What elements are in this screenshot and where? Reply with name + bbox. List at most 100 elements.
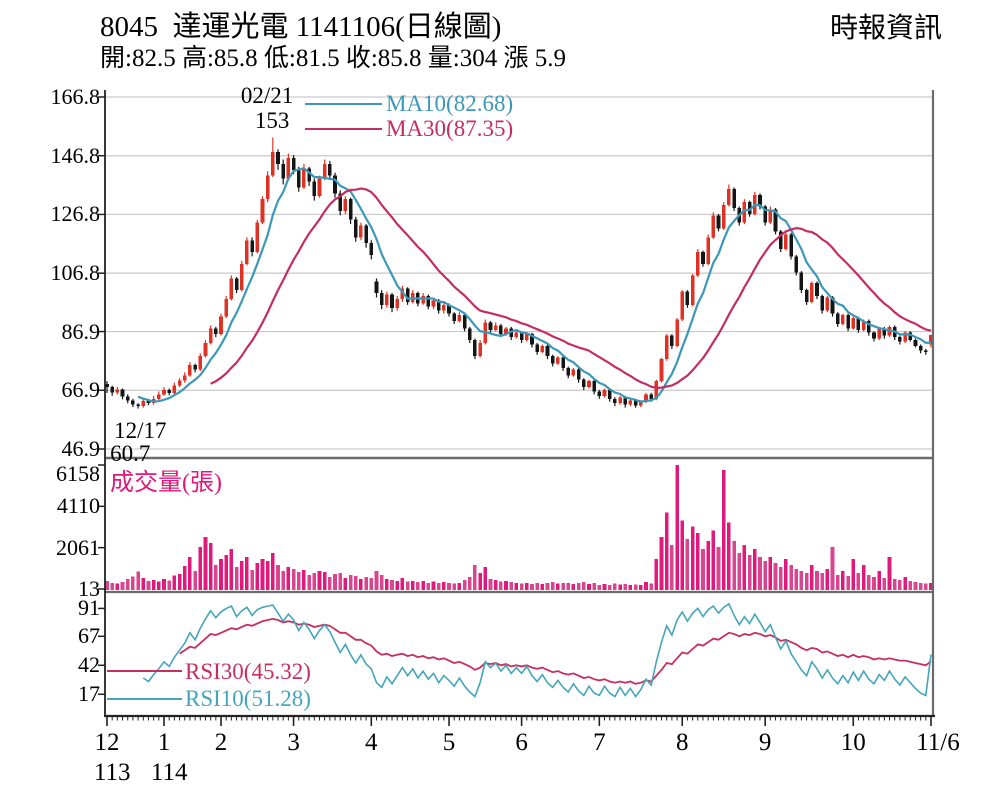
candle-body (918, 345, 923, 351)
volume-bar (685, 538, 690, 590)
rsi-tick-label: 17 (78, 681, 100, 707)
candle-body (499, 325, 503, 335)
candle-body (581, 379, 586, 388)
volume-bar (136, 571, 140, 590)
volume-bar (410, 580, 415, 590)
volume-bar (773, 563, 778, 590)
volume-bar (416, 582, 420, 590)
volume-bar (312, 573, 317, 590)
volume-bar (348, 575, 353, 590)
candle-body (302, 168, 306, 188)
candle-body (732, 188, 736, 208)
volume-bar (597, 584, 602, 590)
year-label: 114 (150, 759, 188, 786)
volume-bar (861, 565, 866, 590)
candle-body (841, 315, 845, 324)
volume-bar (545, 583, 550, 590)
volume-bar (872, 577, 876, 590)
volume-bar (613, 583, 617, 590)
volume-bar (105, 580, 109, 590)
candle-body (856, 318, 861, 330)
volume-bar (877, 571, 881, 590)
volume-bar (359, 579, 363, 590)
candle-body (105, 384, 109, 388)
candle-body (488, 322, 493, 330)
candle-body (607, 389, 612, 399)
candle-body (385, 294, 389, 305)
annotation-peak-date: 02/21 (240, 83, 294, 108)
candle-body (789, 234, 793, 257)
volume-bar (473, 565, 477, 590)
candle-body (519, 332, 524, 341)
volume-bar (747, 554, 752, 590)
volume-bar (913, 582, 918, 590)
candle-body (618, 397, 622, 404)
volume-bar (141, 577, 146, 590)
volume-bar (623, 584, 628, 590)
candle-body (177, 380, 182, 386)
volume-bar (835, 575, 840, 590)
rsi30-legend: RSI30(45.32) (185, 659, 311, 684)
volume-bar (509, 582, 514, 590)
candle-body (727, 188, 731, 206)
candle-body (654, 381, 659, 399)
candle-body (758, 194, 762, 207)
quote-line: 開:82.5 高:85.8 低:81.5 收:85.8 量:304 漲 5.9 (100, 45, 566, 72)
volume-bar (208, 542, 213, 590)
candle-body (571, 369, 576, 376)
candle-body (405, 288, 410, 302)
volume-bar (701, 548, 705, 590)
candle-body (680, 291, 685, 320)
volume-bar (535, 582, 539, 590)
candle-body (188, 365, 192, 376)
volume-bar (271, 552, 275, 590)
candle-body (291, 158, 296, 170)
candle-body (229, 278, 234, 299)
volume-bar (711, 530, 716, 590)
volume-bar (333, 574, 337, 590)
candle-body (716, 215, 721, 229)
price-tick-label: 126.8 (50, 201, 101, 227)
month-label: 4 (365, 729, 378, 756)
volume-bar (276, 565, 280, 590)
volume-bar (846, 576, 850, 590)
volume-bar (514, 583, 519, 590)
candle-body (903, 332, 907, 342)
candle-body (421, 296, 425, 304)
candle-body (125, 396, 130, 401)
volume-bar (763, 561, 767, 590)
candle-body (587, 381, 591, 388)
volume-bar (245, 556, 249, 590)
candle-body (473, 340, 477, 357)
volume-bar (882, 578, 887, 590)
volume-bar (794, 569, 799, 590)
volume-bar (561, 582, 565, 590)
volume-bar (830, 546, 835, 590)
price-tick-label: 146.8 (50, 142, 101, 168)
month-label: 11/6 (916, 729, 960, 756)
candle-body (353, 219, 358, 238)
ma30-legend: MA30(87.35) (386, 116, 514, 141)
volume-bar (177, 574, 182, 590)
candle-body (825, 297, 830, 311)
candle-body (550, 356, 555, 364)
candle-body (861, 321, 866, 330)
candle-body (835, 313, 840, 324)
volume-bar (203, 536, 208, 590)
volume-bar (436, 583, 441, 590)
volume-panel-label: 成交量(張) (110, 470, 222, 496)
volume-bar (587, 584, 591, 590)
candle-body (359, 225, 363, 238)
candle-body (504, 328, 508, 335)
volume-bar (219, 558, 223, 590)
candle-body (778, 231, 783, 250)
volume-tick-label: 6158 (56, 461, 100, 486)
annotation-low-date: 12/17 (114, 418, 167, 443)
candle-body (768, 209, 773, 223)
month-label: 5 (442, 729, 456, 756)
candle-body (426, 296, 431, 307)
volume-bar (125, 578, 130, 590)
candle-body (690, 275, 695, 305)
chart-title: 8045 達運光電 1141106(日線圖) (100, 11, 502, 43)
candle-body (545, 345, 550, 357)
